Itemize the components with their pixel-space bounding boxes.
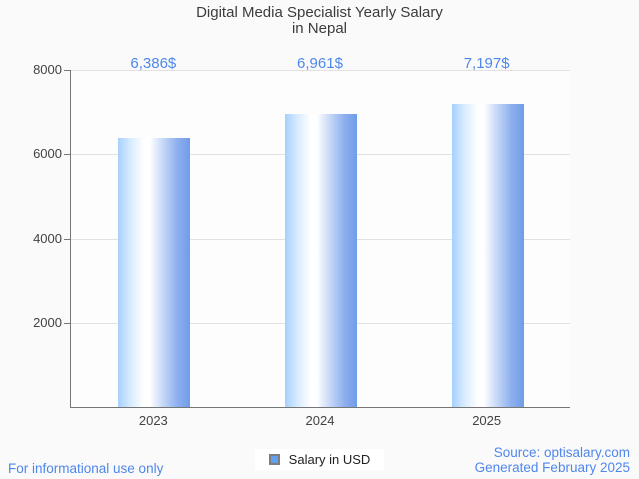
disclaimer-text: For informational use only bbox=[8, 461, 164, 476]
y-axis-tick-mark bbox=[64, 322, 70, 324]
bar-value-label: 6,386$ bbox=[130, 55, 177, 72]
legend-item-salary: Salary in USD bbox=[254, 449, 385, 470]
x-axis-tick-label: 2024 bbox=[305, 413, 335, 428]
gridline bbox=[71, 70, 570, 71]
legend-swatch-icon bbox=[268, 454, 280, 465]
y-axis-tick-label: 8000 bbox=[33, 62, 62, 77]
chart-title: Digital Media Specialist Yearly Salary i… bbox=[0, 5, 639, 37]
y-axis-tick-label: 4000 bbox=[33, 230, 62, 246]
generated-text: Generated February 2025 bbox=[474, 460, 630, 475]
x-axis-tick-label: 2023 bbox=[138, 413, 168, 428]
bar-2024 bbox=[285, 113, 357, 407]
y-axis-tick-label: 2000 bbox=[33, 314, 62, 330]
legend-label: Salary in USD bbox=[288, 452, 371, 467]
bar-value-label: 6,961$ bbox=[297, 55, 343, 72]
source-info: Source: optisalary.com Generated Februar… bbox=[475, 445, 630, 475]
plot-area bbox=[70, 70, 570, 408]
x-axis-tick-label: 2025 bbox=[472, 413, 502, 428]
y-axis-tick-mark bbox=[64, 238, 70, 240]
y-axis-tick-mark bbox=[64, 70, 70, 71]
bar-2025 bbox=[451, 103, 524, 407]
chart-title-line2: in Nepal bbox=[291, 20, 348, 37]
legend: Salary in USD bbox=[0, 449, 639, 470]
bar-2023 bbox=[118, 138, 191, 407]
bar-value-label: 7,197$ bbox=[463, 55, 510, 72]
chart-title-line1: Digital Media Specialist Yearly Salary bbox=[196, 4, 443, 21]
y-axis-tick-mark bbox=[64, 154, 70, 156]
y-axis-tick-label: 6000 bbox=[33, 146, 62, 162]
source-text: Source: optisalary.com bbox=[493, 445, 630, 460]
